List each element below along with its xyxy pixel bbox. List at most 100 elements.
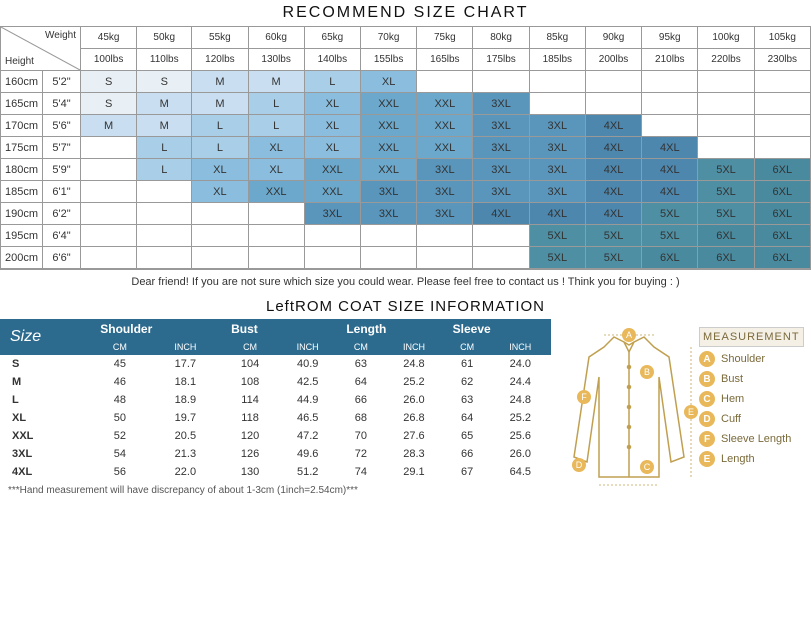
size-cell: XL xyxy=(304,115,360,137)
size-cell: S xyxy=(81,93,137,115)
weight-lbs: 175lbs xyxy=(473,49,529,71)
size-cell: 5XL xyxy=(642,203,698,225)
weight-kg: 70kg xyxy=(360,27,416,49)
weight-lbs: 200lbs xyxy=(585,49,641,71)
size-cell xyxy=(248,203,304,225)
weight-lbs: 165lbs xyxy=(417,49,473,71)
size-cell xyxy=(754,93,810,115)
size-value: 62 xyxy=(445,373,490,391)
size-cell: 5XL xyxy=(698,159,754,181)
legend-item: CHem xyxy=(699,391,804,407)
size-value: 120 xyxy=(223,427,277,445)
size-cell: 3XL xyxy=(473,181,529,203)
size-cell: L xyxy=(192,137,248,159)
size-cell: 6XL xyxy=(754,203,810,225)
size-label: L xyxy=(0,391,92,409)
size-cell xyxy=(698,71,754,93)
size-value: 26.8 xyxy=(383,409,444,427)
size-cell xyxy=(81,225,137,247)
size-cell: 5XL xyxy=(642,225,698,247)
weight-kg: 85kg xyxy=(529,27,585,49)
weight-kg: 75kg xyxy=(417,27,473,49)
weight-lbs: 185lbs xyxy=(529,49,585,71)
size-value: 20.5 xyxy=(148,427,224,445)
recommend-title: RECOMMEND SIZE CHART xyxy=(0,0,811,26)
svg-text:A: A xyxy=(626,330,632,340)
svg-text:B: B xyxy=(644,367,650,377)
size-cell xyxy=(417,71,473,93)
size-value: 64.5 xyxy=(490,463,551,481)
size-cell: M xyxy=(192,93,248,115)
info-note: ***Hand measurement will have discrepanc… xyxy=(0,481,551,500)
weight-kg: 80kg xyxy=(473,27,529,49)
size-label: XXL xyxy=(0,427,92,445)
size-cell: M xyxy=(81,115,137,137)
size-cell xyxy=(642,93,698,115)
size-cell: S xyxy=(81,71,137,93)
size-cell: 6XL xyxy=(754,225,810,247)
size-cell: 4XL xyxy=(585,181,641,203)
size-value: 26.0 xyxy=(383,391,444,409)
size-cell: 4XL xyxy=(642,137,698,159)
weight-lbs: 220lbs xyxy=(698,49,754,71)
size-cell: 5XL xyxy=(698,203,754,225)
weight-kg: 65kg xyxy=(304,27,360,49)
corner-cell: Weight Height xyxy=(1,27,81,71)
size-cell xyxy=(81,159,137,181)
size-value: 27.6 xyxy=(383,427,444,445)
size-value: 67 xyxy=(445,463,490,481)
size-cell: XXL xyxy=(304,159,360,181)
size-cell: 4XL xyxy=(529,203,585,225)
size-cell xyxy=(81,247,137,269)
weight-kg: 60kg xyxy=(248,27,304,49)
unit-header: CM xyxy=(338,339,383,355)
size-cell: 3XL xyxy=(360,203,416,225)
size-cell: XL xyxy=(304,93,360,115)
size-cell: M xyxy=(137,93,192,115)
size-value: 118 xyxy=(223,409,277,427)
height-ft: 5'7" xyxy=(43,137,81,159)
size-cell xyxy=(192,225,248,247)
size-value: 64 xyxy=(338,373,383,391)
size-cell: XXL xyxy=(417,137,473,159)
height-ft: 5'2" xyxy=(43,71,81,93)
size-cell: 3XL xyxy=(417,181,473,203)
size-cell: 6XL xyxy=(698,225,754,247)
size-value: 68 xyxy=(338,409,383,427)
size-cell: 3XL xyxy=(529,181,585,203)
size-value: 48 xyxy=(92,391,147,409)
weight-kg: 90kg xyxy=(585,27,641,49)
unit-header: CM xyxy=(92,339,147,355)
size-value: 24.8 xyxy=(383,355,444,373)
size-cell: 3XL xyxy=(417,159,473,181)
size-cell xyxy=(754,137,810,159)
size-value: 70 xyxy=(338,427,383,445)
legend-label: Shoulder xyxy=(721,353,765,365)
unit-header: INCH xyxy=(490,339,551,355)
size-value: 114 xyxy=(223,391,277,409)
weight-lbs: 210lbs xyxy=(642,49,698,71)
legend-badge: B xyxy=(699,371,715,387)
size-label: 3XL xyxy=(0,445,92,463)
size-cell xyxy=(473,71,529,93)
height-cm: 195cm xyxy=(1,225,43,247)
svg-text:C: C xyxy=(644,462,651,472)
size-value: 74 xyxy=(338,463,383,481)
height-ft: 6'1" xyxy=(43,181,81,203)
size-label: M xyxy=(0,373,92,391)
unit-header: INCH xyxy=(148,339,224,355)
size-value: 108 xyxy=(223,373,277,391)
size-cell: M xyxy=(137,115,192,137)
corner-weight: Weight xyxy=(45,30,76,41)
size-cell: L xyxy=(137,137,192,159)
size-cell: M xyxy=(248,71,304,93)
size-cell: XL xyxy=(192,159,248,181)
size-value: 24.0 xyxy=(490,355,551,373)
size-cell: 4XL xyxy=(585,203,641,225)
size-value: 18.1 xyxy=(148,373,224,391)
legend: AShoulderBBustCHemDCuffFSleeve LengthELe… xyxy=(699,351,804,467)
size-cell xyxy=(698,93,754,115)
size-value: 24.4 xyxy=(490,373,551,391)
size-cell: 6XL xyxy=(754,159,810,181)
size-cell: XXL xyxy=(360,159,416,181)
